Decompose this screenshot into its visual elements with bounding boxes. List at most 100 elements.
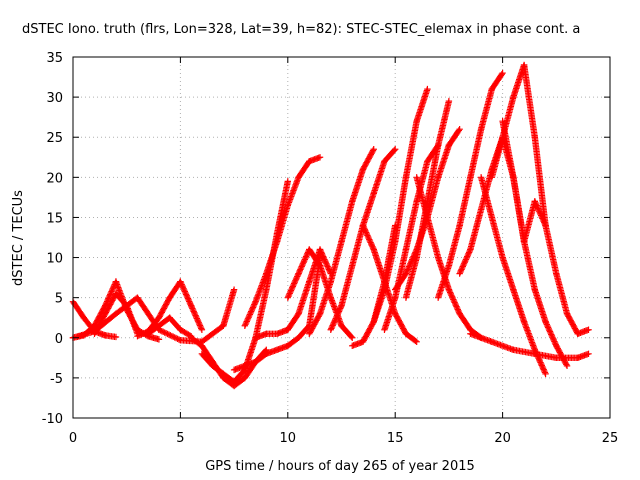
data-point bbox=[563, 361, 570, 368]
data-point bbox=[359, 222, 367, 229]
chart-title: dSTEC Iono. truth (flrs, Lon=328, Lat=39… bbox=[22, 22, 580, 37]
data-point bbox=[544, 322, 551, 330]
data-point bbox=[363, 230, 370, 238]
data-point bbox=[368, 242, 376, 249]
data-point bbox=[186, 299, 194, 307]
data-point bbox=[180, 286, 188, 294]
data-point bbox=[541, 220, 549, 228]
data-point bbox=[544, 324, 552, 331]
data-point bbox=[248, 306, 255, 314]
data-point bbox=[446, 287, 453, 295]
series-6-markers bbox=[134, 278, 206, 340]
data-point bbox=[455, 307, 462, 315]
data-point bbox=[364, 233, 372, 240]
data-point bbox=[184, 295, 192, 302]
data-point bbox=[179, 282, 186, 290]
series-25-markers bbox=[488, 61, 549, 229]
y-tick-label: 5 bbox=[55, 292, 63, 307]
data-point bbox=[319, 251, 326, 259]
data-point bbox=[550, 336, 557, 344]
data-point bbox=[542, 370, 549, 378]
data-point bbox=[535, 206, 542, 214]
data-point bbox=[171, 334, 178, 341]
data-point bbox=[160, 328, 167, 336]
data-point bbox=[328, 323, 336, 331]
data-point bbox=[453, 304, 461, 312]
data-point bbox=[329, 322, 336, 329]
data-point bbox=[531, 198, 539, 205]
data-point bbox=[107, 291, 114, 298]
data-point bbox=[177, 279, 185, 287]
data-point bbox=[298, 263, 305, 270]
series-23-markers bbox=[434, 69, 506, 301]
y-tick-label: 30 bbox=[46, 91, 63, 106]
data-point bbox=[364, 232, 371, 239]
data-point bbox=[330, 320, 337, 328]
data-point bbox=[161, 329, 168, 336]
data-point bbox=[404, 267, 411, 274]
data-point bbox=[194, 316, 201, 324]
data-point bbox=[336, 306, 343, 314]
data-point bbox=[157, 327, 164, 334]
data-point bbox=[539, 363, 546, 370]
data-point bbox=[405, 263, 413, 270]
data-point bbox=[533, 202, 540, 209]
data-point bbox=[362, 227, 369, 235]
data-point bbox=[168, 332, 176, 340]
data-point bbox=[541, 367, 548, 375]
data-marks bbox=[69, 61, 592, 390]
data-point bbox=[540, 366, 547, 373]
series-17-markers bbox=[359, 222, 420, 345]
series-18-markers bbox=[370, 85, 431, 325]
data-point bbox=[405, 264, 412, 272]
data-point bbox=[411, 250, 418, 257]
data-point bbox=[182, 289, 189, 297]
data-point bbox=[367, 240, 375, 248]
data-point bbox=[464, 253, 471, 260]
data-point bbox=[182, 291, 190, 298]
data-point bbox=[192, 312, 199, 319]
data-point bbox=[290, 280, 298, 287]
data-point bbox=[303, 251, 310, 259]
data-point bbox=[539, 365, 547, 372]
data-point bbox=[242, 319, 250, 327]
data-point bbox=[534, 205, 542, 212]
data-point bbox=[446, 289, 454, 296]
data-point bbox=[230, 286, 238, 293]
data-point bbox=[180, 285, 187, 292]
data-point bbox=[365, 235, 372, 242]
data-point bbox=[538, 213, 545, 221]
data-point bbox=[540, 218, 547, 225]
data-point bbox=[369, 244, 377, 252]
data-point bbox=[108, 286, 116, 294]
data-point bbox=[179, 284, 187, 291]
data-point bbox=[194, 318, 202, 325]
data-point bbox=[498, 71, 505, 78]
series-12-markers bbox=[252, 246, 334, 341]
data-point bbox=[155, 336, 163, 343]
data-point bbox=[461, 259, 468, 266]
data-point bbox=[181, 288, 189, 295]
data-point bbox=[291, 278, 298, 286]
y-tick-label: 35 bbox=[46, 51, 63, 66]
data-point bbox=[548, 332, 556, 340]
x-tick-label: 20 bbox=[494, 431, 511, 446]
data-point bbox=[551, 339, 559, 347]
series-29-markers bbox=[467, 330, 592, 362]
data-point bbox=[290, 281, 297, 289]
data-point bbox=[172, 334, 180, 342]
data-point bbox=[289, 284, 296, 291]
data-point bbox=[162, 330, 170, 337]
data-point bbox=[532, 199, 539, 207]
data-point bbox=[247, 309, 254, 317]
data-point bbox=[361, 226, 369, 233]
data-point bbox=[465, 250, 472, 257]
data-point bbox=[360, 223, 367, 231]
y-tick-label: 15 bbox=[46, 211, 63, 226]
data-point bbox=[195, 319, 202, 326]
data-point bbox=[362, 229, 370, 236]
data-point bbox=[412, 337, 419, 345]
data-point bbox=[323, 261, 331, 269]
data-point bbox=[198, 325, 205, 332]
axis-ticks: 0 5 10 15 20 25 -10 -5 0 5 10 15 20 25 30 35 bbox=[42, 51, 619, 446]
